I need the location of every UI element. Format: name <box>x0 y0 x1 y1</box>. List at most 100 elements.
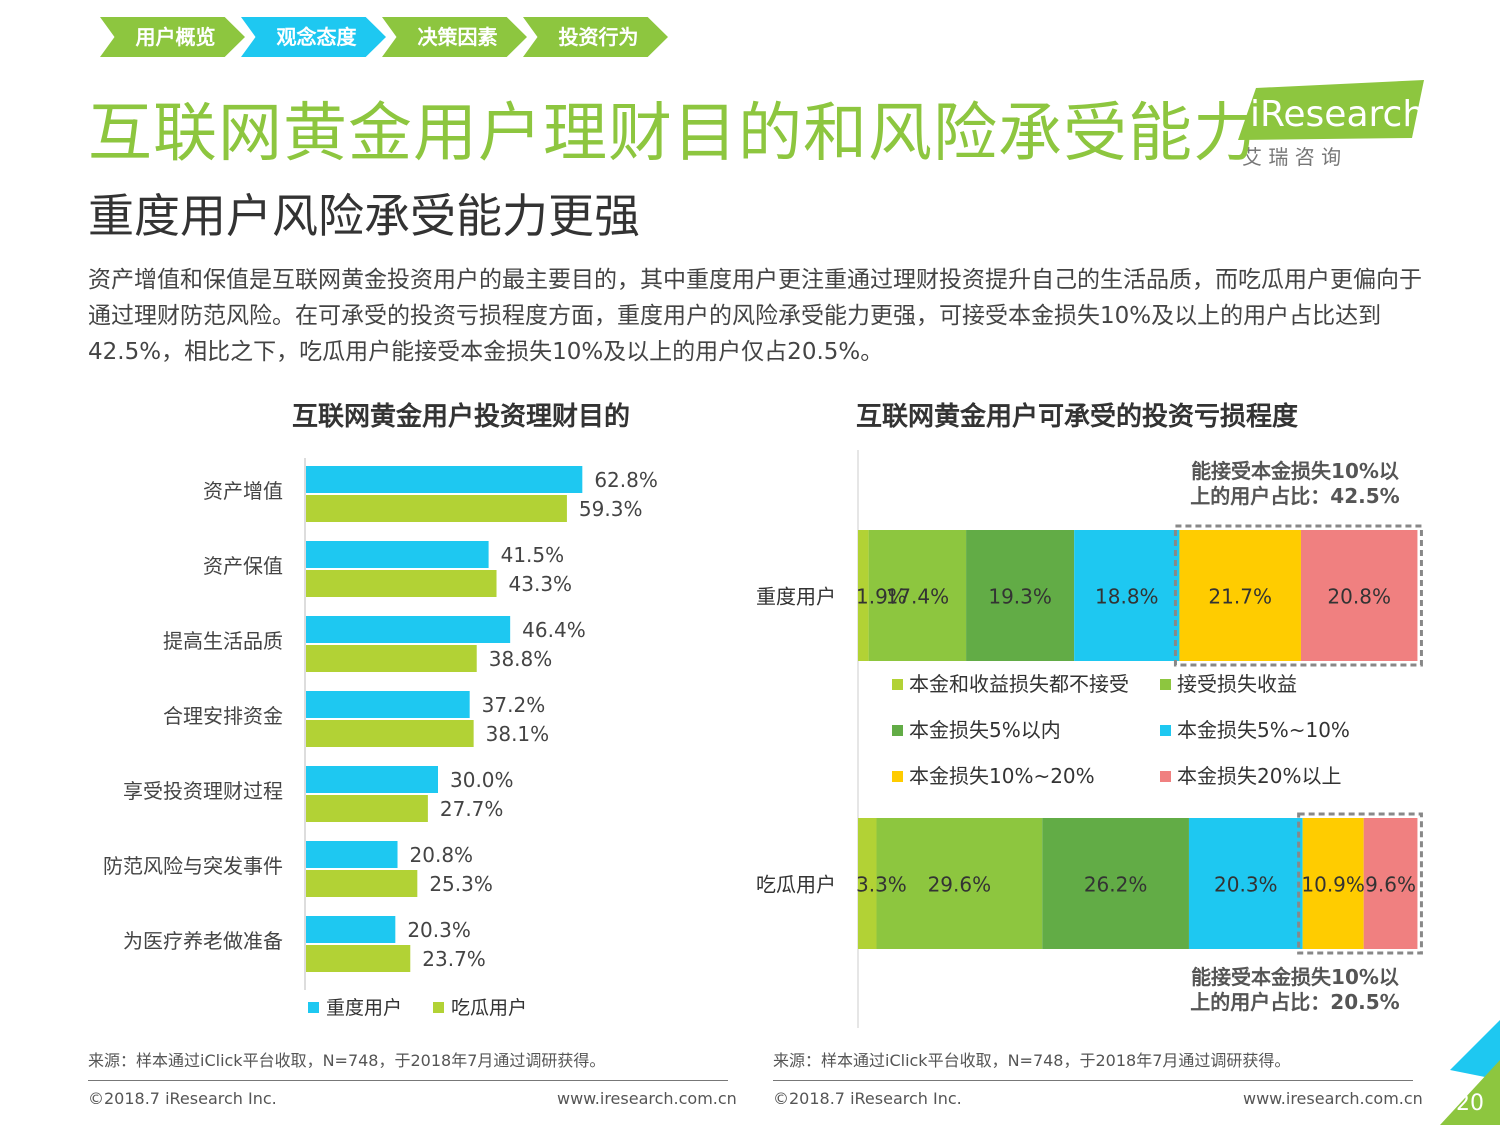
data-label: 20.3% <box>407 918 471 942</box>
bar-heavy <box>306 766 438 793</box>
bar-heavy <box>306 616 511 643</box>
summary-paragraph: 资产增值和保值是互联网黄金投资用户的最主要目的，其中重度用户更注重通过理财投资提… <box>88 267 1422 365</box>
legend-label: 本金损失20%以上 <box>1177 764 1341 788</box>
highlight-box <box>1173 524 1423 667</box>
category-label: 为医疗养老做准备 <box>123 929 283 953</box>
bar-casual <box>306 795 428 822</box>
data-label: 25.3% <box>429 872 493 896</box>
bar-heavy <box>306 691 470 718</box>
segment-1 <box>858 530 869 661</box>
bar-heavy <box>306 841 398 868</box>
page-title: 互联网黄金用户理财目的和风险承受能力 <box>88 97 1258 171</box>
segment-2 <box>868 530 967 661</box>
segment-label: 18.8% <box>1095 585 1159 609</box>
left-copyright: ©2018.7 iResearch Inc. <box>88 1089 277 1108</box>
right-website-link[interactable]: www.iresearch.com.cn <box>1243 1089 1423 1108</box>
annotation-text: 上的用户占比：42.5% <box>1190 484 1399 508</box>
legend-swatch <box>892 725 903 736</box>
right-footer-divider <box>773 1080 1413 1081</box>
left-website-link[interactable]: www.iresearch.com.cn <box>557 1089 737 1108</box>
data-label: 23.7% <box>422 947 486 971</box>
segment-label: 3.3% <box>856 873 907 897</box>
legend-swatch <box>1160 725 1171 736</box>
category-label: 资产增值 <box>203 479 283 503</box>
legend-swatch <box>1160 679 1171 690</box>
bar-casual <box>306 570 497 597</box>
category-label: 享受投资理财过程 <box>123 779 283 803</box>
data-label: 37.2% <box>482 693 546 717</box>
legend-swatch <box>308 1002 319 1013</box>
iresearch-logo: iResearch 艾 瑞 咨 询 <box>1238 80 1428 170</box>
data-label: 62.8% <box>594 468 658 492</box>
segment-label: 26.2% <box>1084 873 1148 897</box>
segment-label: 17.4% <box>886 585 950 609</box>
data-label: 59.3% <box>579 497 643 521</box>
page-number: 20 <box>1456 1091 1484 1116</box>
crumb-attitude[interactable]: 观念态度 <box>241 17 386 57</box>
data-label: 38.8% <box>489 647 553 671</box>
data-label: 27.7% <box>440 797 504 821</box>
segment-label: 20.3% <box>1214 873 1278 897</box>
data-label: 43.3% <box>509 572 573 596</box>
legend-swatch <box>433 1002 444 1013</box>
segment-5 <box>1179 530 1301 661</box>
segment-2 <box>876 818 1043 949</box>
data-label: 30.0% <box>450 768 514 792</box>
right-chart-title: 互联网黄金用户可承受的投资亏损程度 <box>856 402 1299 432</box>
crumb-investment-behavior[interactable]: 投资行为 <box>523 17 668 57</box>
data-label: 20.8% <box>410 843 474 867</box>
segment-6 <box>1363 818 1418 949</box>
crumb-user-overview[interactable]: 用户概览 <box>100 17 245 57</box>
segment-label: 29.6% <box>928 873 992 897</box>
category-label: 防范风险与突发事件 <box>103 854 283 878</box>
category-label: 资产保值 <box>203 554 283 578</box>
loss-tolerance-stacked-chart: 重度用户 1.9%17.4% 19.3% 18.8% 21.7% 20.8% 能接受本金损失… <box>756 450 1423 1028</box>
data-label: 41.5% <box>501 543 565 567</box>
bar-casual <box>306 645 477 672</box>
segment-6 <box>1300 530 1418 661</box>
legend-label: 重度用户 <box>326 997 402 1019</box>
left-source-note: 来源：样本通过iClick平台收取，N=748，于2018年7月通过调研获得。 <box>88 1051 606 1070</box>
right-source-note: 来源：样本通过iClick平台收取，N=748，于2018年7月通过调研获得。 <box>773 1051 1291 1070</box>
right-copyright: ©2018.7 iResearch Inc. <box>773 1089 962 1108</box>
segment-4 <box>1188 818 1303 949</box>
left-footer-divider <box>88 1080 728 1081</box>
legend-swatch <box>892 679 903 690</box>
bar-casual <box>306 720 474 747</box>
highlight-box <box>1297 812 1423 955</box>
category-label: 吃瓜用户 <box>756 873 836 897</box>
segment-label: 19.3% <box>988 585 1052 609</box>
legend-label: 接受损失收益 <box>1177 672 1297 696</box>
segment-4 <box>1074 530 1180 661</box>
bar-heavy <box>306 541 489 568</box>
legend-label: 本金损失10%~20% <box>909 764 1095 788</box>
bar-heavy <box>306 466 583 493</box>
segment-3 <box>966 530 1075 661</box>
logo-cn: 艾 瑞 咨 询 <box>1242 145 1341 169</box>
corner-decoration: 20 <box>1440 1020 1500 1125</box>
legend-label: 本金损失5%~10% <box>1177 718 1350 742</box>
bar-casual <box>306 495 567 522</box>
bar-casual <box>306 945 411 972</box>
annotation-text: 上的用户占比：20.5% <box>1190 990 1399 1014</box>
legend-swatch <box>892 771 903 782</box>
legend-label: 吃瓜用户 <box>451 997 527 1019</box>
crumb-decision-factors[interactable]: 决策因素 <box>382 17 527 57</box>
annotation-text: 能接受本金损失10%以 <box>1191 965 1399 989</box>
segment-5 <box>1302 818 1364 949</box>
segment-3 <box>1042 818 1189 949</box>
bar-casual <box>306 870 418 897</box>
category-label: 重度用户 <box>756 585 836 609</box>
legend-label: 本金损失5%以内 <box>909 718 1061 742</box>
purpose-bar-chart: 资产增值 62.8% 59.3% 资产保值 41.5% 43.3% 提高生活品质 46.4% 3… <box>103 458 658 1019</box>
data-label: 38.1% <box>486 722 550 746</box>
segment-label: 1.9% <box>856 585 907 609</box>
segment-label: 9.6% <box>1365 873 1416 897</box>
data-label: 46.4% <box>522 618 586 642</box>
page-subtitle: 重度用户风险承受能力更强 <box>88 189 640 243</box>
left-chart-title: 互联网黄金用户投资理财目的 <box>292 402 631 432</box>
segment-label: 20.8% <box>1327 585 1391 609</box>
legend-label: 本金和收益损失都不接受 <box>909 672 1129 696</box>
legend-swatch <box>1160 771 1171 782</box>
logo-wordmark: iResearch <box>1250 94 1425 135</box>
